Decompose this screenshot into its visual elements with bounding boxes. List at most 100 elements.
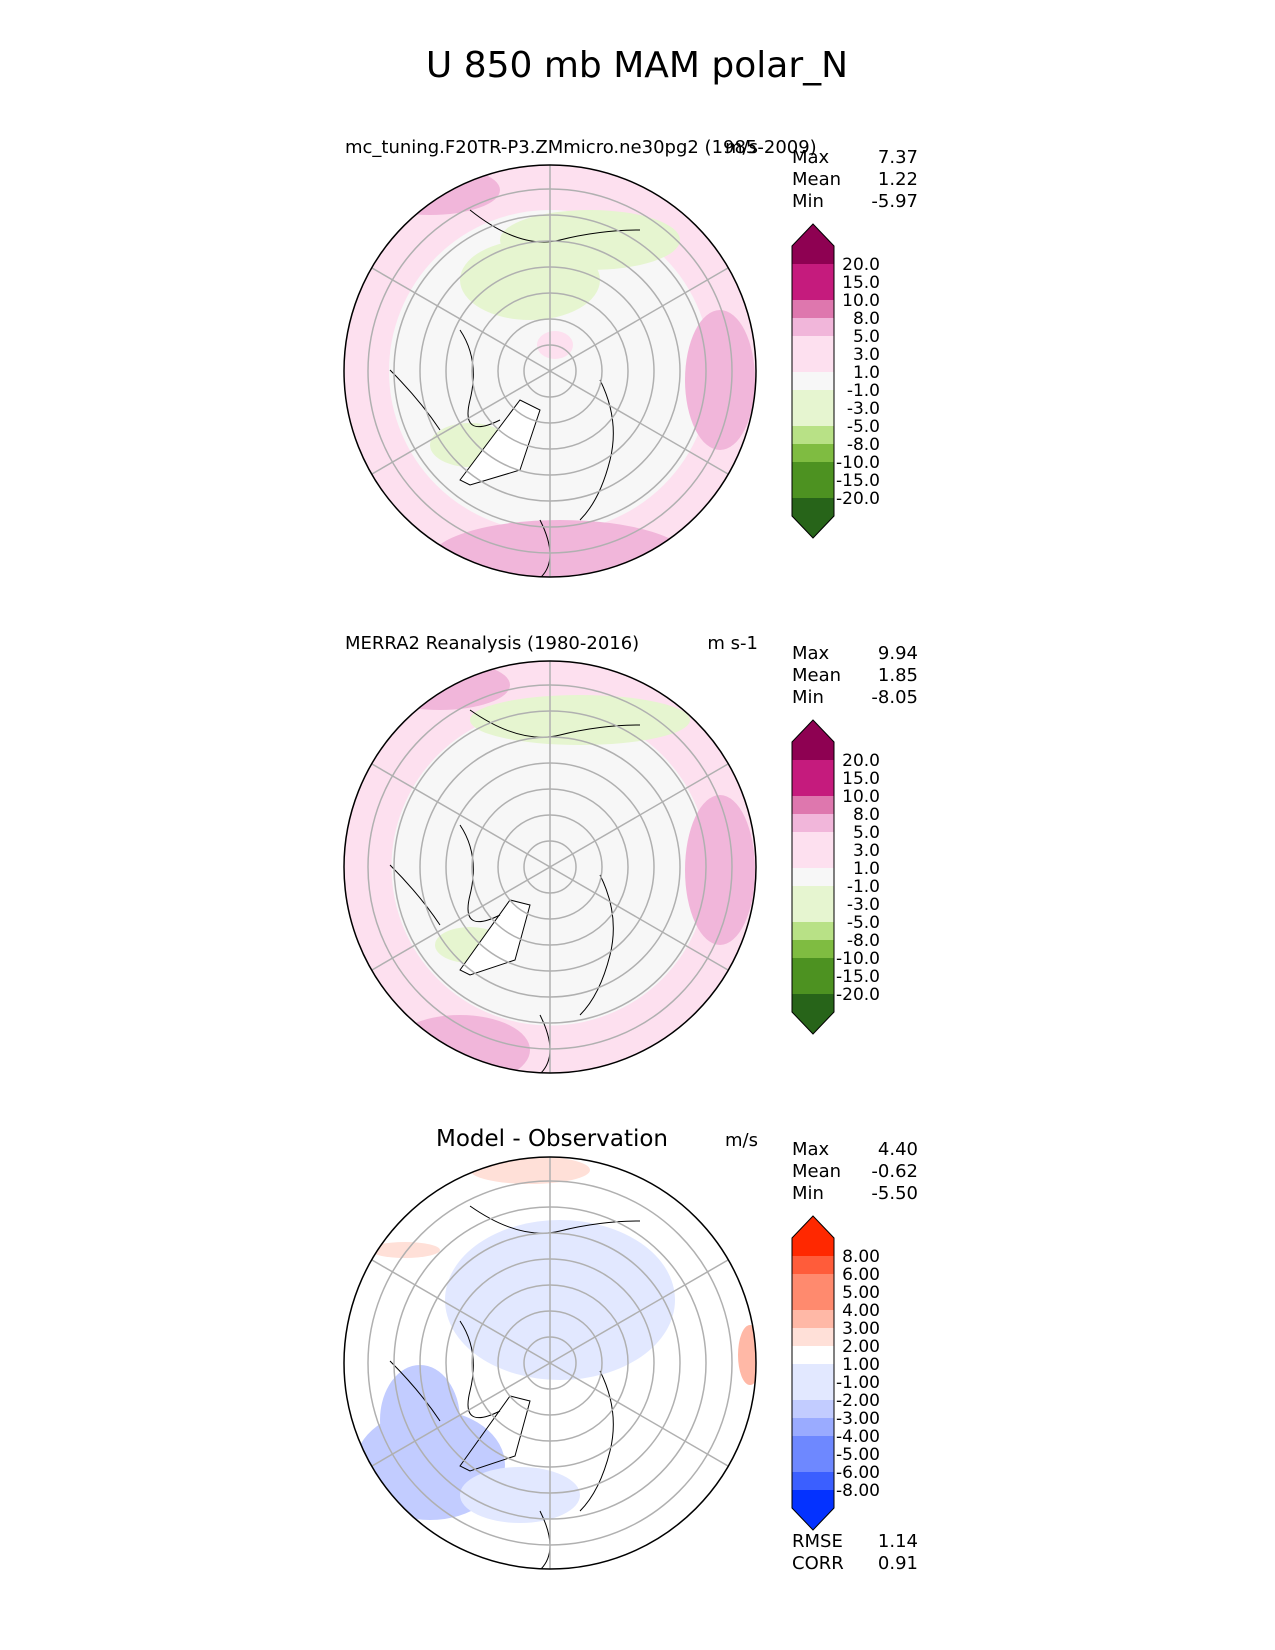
stat-value: -5.97 <box>871 191 918 212</box>
stat-value: 1.85 <box>878 665 918 686</box>
colorbar-band <box>792 742 834 760</box>
field-shading <box>460 240 600 320</box>
coastline <box>389 209 641 577</box>
colorbar-tick-label: -5.0 <box>847 913 880 933</box>
graticule <box>367 165 733 577</box>
colorbar-band <box>792 832 834 850</box>
colorbar-tick-label: 6.00 <box>842 1265 880 1285</box>
colorbar-band <box>792 958 834 976</box>
colorbar-band <box>792 814 834 832</box>
stat-label: Mean <box>792 665 841 686</box>
stat-label: Mean <box>792 169 841 190</box>
panel-diff-units: m/s <box>725 1130 758 1151</box>
colorbar-outline <box>791 1215 835 1531</box>
colorbar-tick-label: 15.0 <box>842 273 880 293</box>
colorbar-tick-label: 3.0 <box>853 841 880 861</box>
stats-block: Max 7.37 Mean 1.22 Min -5.97 <box>792 147 918 212</box>
colorbar-extend-max <box>792 720 834 742</box>
colorbar-band <box>792 868 834 886</box>
colorbar-band <box>792 922 834 940</box>
colorbar-tick-label: 20.0 <box>842 255 880 275</box>
colorbar-tick-label: 10.0 <box>842 787 880 807</box>
stat-value: -5.50 <box>871 1183 918 1204</box>
stat-label: Min <box>792 1183 824 1204</box>
colorbar-tick-label: -3.0 <box>847 895 880 915</box>
stat-label: Max <box>792 643 830 664</box>
field-shading <box>470 695 690 745</box>
colorbar-tick-label: -1.0 <box>847 877 880 897</box>
colorbar-tick-label: 5.0 <box>853 327 880 347</box>
colorbar-band <box>792 408 834 426</box>
colorbar-tick-label: -15.0 <box>836 967 880 987</box>
colorbar-tick-label: 4.00 <box>842 1301 880 1321</box>
colorbar-tick-label: -8.0 <box>847 931 880 951</box>
colorbar-tick-label: -1.0 <box>847 381 880 401</box>
stat-value: 7.37 <box>878 147 918 168</box>
stat-value: 1.22 <box>878 169 918 190</box>
map-boundary <box>343 164 757 578</box>
coastline <box>389 1205 641 1569</box>
panel-test-model: mc_tuning.F20TR-P3.ZMmicro.ne30pg2 (1985… <box>343 137 918 578</box>
colorbar-band <box>792 1472 834 1490</box>
field-shading <box>685 310 755 450</box>
panel-test-title: mc_tuning.F20TR-P3.ZMmicro.ne30pg2 (1985… <box>345 137 817 158</box>
colorbar-band <box>792 1292 834 1310</box>
colorbar-tick-label: 20.0 <box>842 751 880 771</box>
colorbar-tick-label: -3.00 <box>836 1409 880 1429</box>
colorbar-band <box>792 354 834 372</box>
stat-value: 9.94 <box>878 643 918 664</box>
colorbar-band <box>792 976 834 994</box>
stat-label: Mean <box>792 1161 841 1182</box>
colorbar-tick-label: -1.00 <box>836 1373 880 1393</box>
stat-label: Min <box>792 191 824 212</box>
colorbar-band <box>792 1454 834 1472</box>
field-shading <box>470 1157 590 1184</box>
colorbar-band <box>792 760 834 778</box>
colorbar-tick-label: -15.0 <box>836 471 880 491</box>
panel-test-units: m/s <box>725 137 758 158</box>
map-boundary <box>343 1156 757 1570</box>
colorbar-band <box>792 300 834 318</box>
field-shading <box>360 165 500 215</box>
colorbar-band <box>792 994 834 1012</box>
metric-value: 1.14 <box>878 1531 918 1552</box>
colorbar-tick-label: -5.0 <box>847 417 880 437</box>
colorbar-tick-label: -8.00 <box>836 1481 880 1501</box>
metric-label: CORR <box>792 1553 844 1574</box>
colorbar-band <box>792 1256 834 1274</box>
stat-label: Max <box>792 1139 830 1160</box>
stat-value: 4.40 <box>878 1139 918 1160</box>
metric-value: 0.91 <box>878 1553 918 1574</box>
colorbar-extend-min <box>792 516 834 538</box>
colorbar-tick-label: 1.00 <box>842 1355 880 1375</box>
colorbar-tick-label: -10.0 <box>836 453 880 473</box>
metrics-block: RMSE 1.14 CORR 0.91 <box>792 1531 918 1574</box>
colorbar-outline <box>791 223 835 539</box>
colorbar-difference: 8.006.005.004.003.002.001.00-1.00-2.00-3… <box>791 1215 880 1531</box>
colorbar-band <box>792 1382 834 1400</box>
colorbar-band <box>792 336 834 354</box>
colorbar-band <box>792 886 834 904</box>
colorbar-band <box>792 318 834 336</box>
colorbar-tick-label: -20.0 <box>836 489 880 509</box>
colorbar-band <box>792 940 834 958</box>
metric-label: RMSE <box>792 1531 843 1552</box>
colorbar-tick-label: 8.00 <box>842 1247 880 1267</box>
greenland-landmass <box>459 1395 531 1472</box>
colorbar-band <box>792 796 834 814</box>
colorbar-band <box>792 264 834 282</box>
colorbar-band <box>792 1310 834 1328</box>
stat-label: Max <box>792 147 830 168</box>
colorbar-tick-label: -5.00 <box>836 1445 880 1465</box>
panel-diff-map <box>344 1157 756 1569</box>
colorbar-band <box>792 1238 834 1256</box>
colorbar-band <box>792 1400 834 1418</box>
colorbar-tick-label: -8.0 <box>847 435 880 455</box>
panel-difference: Model - Observation m/s Max <box>343 1126 918 1574</box>
colorbar-tick-label: -2.00 <box>836 1391 880 1411</box>
stat-value: -8.05 <box>871 687 918 708</box>
colorbar-tick-label: 2.00 <box>842 1337 880 1357</box>
colorbar-tick-label: 1.0 <box>853 363 880 383</box>
colorbar-band <box>792 1328 834 1346</box>
